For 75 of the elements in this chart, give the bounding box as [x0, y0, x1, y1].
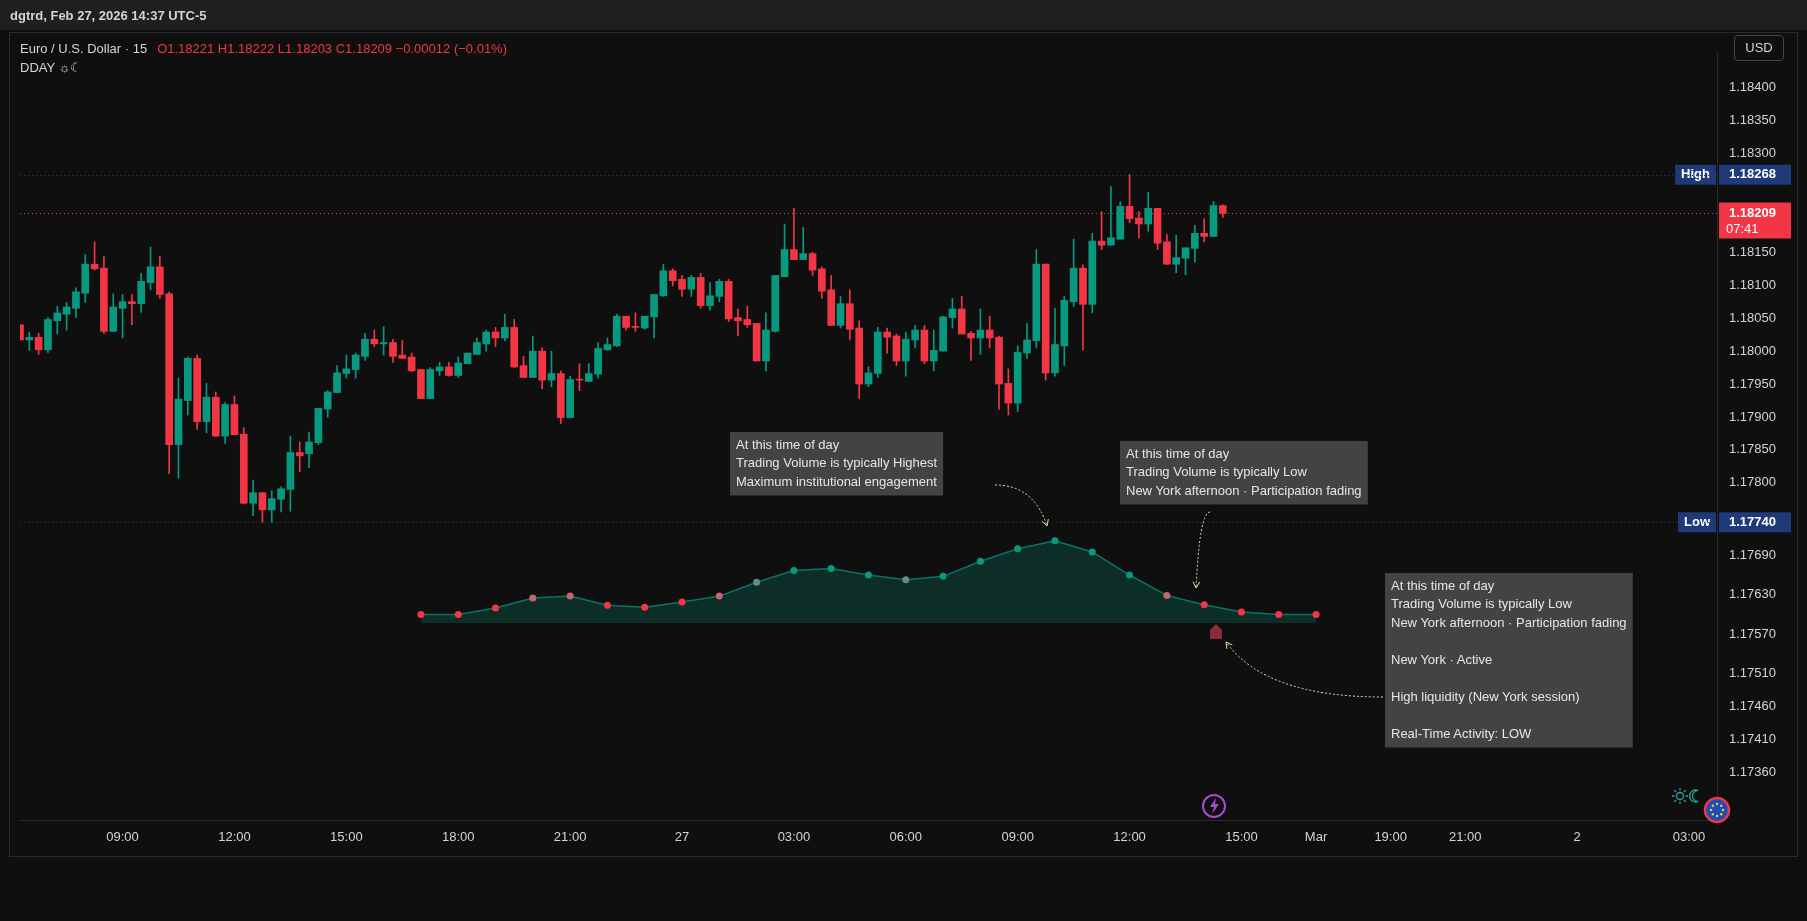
x-tick-label: 12:00: [218, 829, 251, 845]
point: [753, 578, 761, 586]
y-tick-label: 1.17740: [1729, 513, 1776, 529]
point: [715, 592, 723, 600]
y-tick-label: 1.17800: [1729, 474, 1776, 490]
point: [865, 571, 872, 579]
text: 07:41: [1726, 221, 1759, 237]
candlestick: [128, 294, 136, 326]
x-tick-label: 19:00: [1374, 829, 1407, 845]
x-tick-label: 21:00: [553, 829, 587, 845]
x-tick-label: 15:00: [330, 829, 363, 845]
chart-title: Euro / U.S. Dollar · 15: [20, 41, 148, 56]
y-tick-label: 1.18350: [1729, 112, 1776, 128]
point: [1237, 608, 1245, 616]
y-tick-label: 1.17690: [1729, 546, 1776, 562]
point: [1312, 611, 1320, 619]
x-tick-label: 09:00: [1001, 829, 1034, 845]
point: [902, 576, 910, 584]
chart-subtitle: O1.18221 H1.18222 L1.18203 C1.18209 −0.00012 (−0.01%): [157, 41, 507, 56]
point: [1163, 591, 1171, 599]
point: [1088, 548, 1096, 556]
point: [1014, 545, 1022, 553]
annotation: At this time of day Trading Volume is typically Highest Maximum institutional engagement: [736, 436, 938, 489]
x-tick-label: 03:00: [777, 829, 811, 845]
point: [603, 601, 611, 609]
point: [1051, 537, 1059, 545]
y-tick-label: 1.17360: [1729, 764, 1776, 780]
x-tick-label: 21:00: [1448, 829, 1482, 845]
x-tick-label: 03:00: [1672, 829, 1706, 845]
x-tick-label: 09:00: [106, 829, 139, 845]
x-tick-label: 2: [1573, 829, 1581, 845]
y-tick-label: 1.18300: [1729, 145, 1776, 161]
point: [1126, 571, 1134, 579]
y-tick-label: 1.17570: [1729, 625, 1776, 641]
point: [454, 611, 462, 619]
x-tick-label: 12:00: [1113, 829, 1146, 845]
x-tick-label: Mar: [1304, 829, 1328, 845]
text: At this time of day Trading Volume is typically Low New York afternoon · Participation fading New York · Active High liquidity (New York session) Real-Time Activity: LOW: [1391, 577, 1627, 741]
y-tick-label: 1.18150: [1729, 243, 1776, 259]
y-axis-title: USD: [1734, 35, 1784, 61]
y-tick-label: 1.17630: [1729, 586, 1776, 602]
y-tick-label: 1.17950: [1729, 375, 1776, 391]
point: [976, 557, 984, 565]
point: [566, 592, 574, 600]
y-tick-label: 1.18000: [1729, 342, 1776, 358]
point: [1200, 601, 1208, 609]
y-tick-label: 1.18400: [1729, 79, 1776, 95]
candlestick: [417, 369, 425, 399]
point: [678, 598, 686, 606]
y-tick-label: 1.17410: [1729, 731, 1776, 747]
point: [827, 564, 835, 572]
text: dgtrd, Feb 27, 2026 14:37 UTC-5: [10, 8, 207, 23]
point: [417, 611, 425, 619]
point: [529, 594, 537, 602]
y-tick-label: 1.18268: [1729, 166, 1776, 182]
y-tick-label: 1.17460: [1729, 698, 1776, 714]
y-tick-label: 1.17850: [1729, 441, 1776, 457]
x-tick-label: 06:00: [889, 829, 923, 845]
y-tick-label: 1.18050: [1729, 309, 1776, 325]
point: [1275, 611, 1283, 619]
x-tick-label: 27: [674, 829, 690, 845]
y-tick-label: 1.18100: [1729, 276, 1776, 292]
ref-line-label: High: [1681, 166, 1711, 182]
x-tick-label: 18:00: [441, 829, 475, 845]
ref-line-label: Low: [1684, 513, 1711, 529]
point: [939, 572, 947, 580]
point: [492, 604, 500, 612]
y-tick-label: 1.17510: [1729, 665, 1776, 681]
y-tick-label: 1.17900: [1729, 408, 1776, 424]
x-tick-label: 15:00: [1225, 829, 1258, 845]
point: [641, 603, 649, 611]
point: [790, 566, 798, 574]
y-tick-label: 1.18209: [1729, 205, 1776, 221]
annotation: DDAY ☼☾: [20, 60, 83, 75]
annotation: At this time of day Trading Volume is typically Low New York afternoon · Participation fading: [1126, 445, 1362, 498]
